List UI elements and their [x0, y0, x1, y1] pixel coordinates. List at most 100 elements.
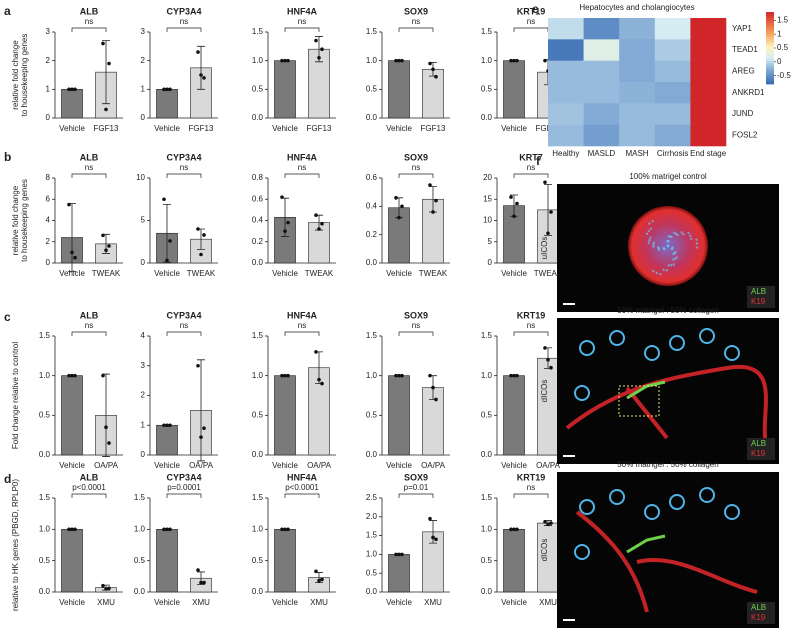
y-axis-label: to housekeeping genes [20, 34, 29, 117]
organoid [724, 345, 740, 361]
y-tick-label: 0.0 [481, 450, 493, 459]
x-tick-label: Vehicle [386, 598, 412, 607]
heatmap-cell [690, 103, 727, 125]
colorbar-tick-label: 1 [777, 29, 782, 38]
x-tick-label: Vehicle [154, 269, 180, 278]
significance-bracket [284, 173, 320, 178]
row-label: AREG [732, 66, 755, 75]
x-tick-label: TWEAK [534, 269, 563, 278]
significance-label: ns [180, 321, 188, 330]
x-tick-label: FGF13 [421, 124, 446, 133]
x-tick-label: OA/PA [421, 461, 446, 470]
heatmap-cell [654, 103, 691, 125]
data-point [543, 520, 547, 524]
y-tick-label: 1.5 [366, 531, 378, 540]
heatmap-cell [690, 60, 727, 83]
y-tick-label: 10 [483, 216, 492, 225]
y-tick-label: 0.0 [481, 587, 493, 596]
column-label: End stage [690, 149, 727, 158]
data-point [509, 195, 513, 199]
nucleus [647, 229, 651, 233]
x-tick-label: Vehicle [154, 598, 180, 607]
y-tick-label: 0.5 [366, 410, 378, 419]
data-point [515, 201, 519, 206]
y-tick-label: 1 [141, 84, 146, 93]
significance-bracket [398, 173, 434, 178]
data-point [280, 195, 284, 199]
y-tick-label: 1.5 [252, 493, 264, 502]
row-label: YAP1 [732, 24, 752, 33]
colorbar-segment [766, 69, 774, 72]
y-tick-label: 1.0 [252, 524, 264, 533]
bar [274, 529, 296, 593]
nucleus [676, 233, 679, 237]
x-tick-label: XMU [424, 598, 442, 607]
colorbar-segment [766, 51, 774, 54]
data-point [431, 535, 435, 540]
y-tick-label: 1.5 [252, 27, 264, 36]
row-label: ANKRD1 [732, 88, 765, 97]
y-tick-label: 0.0 [366, 587, 378, 596]
organoid [609, 489, 625, 505]
heatmap-cell [619, 82, 656, 104]
data-point [434, 537, 438, 542]
nucleus [688, 234, 692, 238]
chart-title: HNF4A [287, 6, 318, 16]
bar [388, 375, 410, 456]
colorbar-segment [766, 46, 774, 49]
significance-label: p<0.0001 [72, 483, 106, 492]
data-point [400, 373, 404, 378]
y-tick-label: 0.0 [481, 113, 493, 122]
x-tick-label: FGF13 [189, 124, 214, 133]
data-point [512, 373, 516, 378]
bar [61, 89, 83, 119]
heatmap-cell [654, 60, 691, 83]
y-tick-label: 2.0 [366, 512, 378, 521]
colorbar-segment [766, 78, 774, 81]
data-point [104, 107, 108, 112]
data-point [283, 527, 287, 532]
data-point [317, 56, 321, 60]
data-point [162, 527, 166, 532]
legend-box [747, 602, 775, 624]
colorbar-segment [766, 80, 774, 83]
data-point [283, 373, 287, 378]
data-point [434, 74, 438, 79]
significance-bracket [166, 27, 202, 32]
data-point [546, 358, 550, 362]
data-point [317, 377, 321, 382]
x-tick-label: TWEAK [92, 269, 121, 278]
image-title: 100% matrigel control [629, 172, 707, 181]
data-point [67, 87, 71, 92]
nucleus [695, 246, 699, 249]
y-tick-label: 0.5 [134, 556, 146, 565]
panel-letter: c [4, 310, 11, 324]
significance-label: ns [85, 163, 93, 172]
significance-label: ns [85, 17, 93, 26]
x-tick-label: OA/PA [94, 461, 119, 470]
colorbar-segment [766, 35, 774, 38]
x-tick-label: Vehicle [272, 269, 298, 278]
x-tick-label: Vehicle [59, 461, 85, 470]
colorbar-segment [766, 73, 774, 76]
data-point [509, 373, 513, 378]
organoid [609, 330, 625, 346]
chart-title: HNF4A [287, 310, 318, 320]
chart-title: SOX9 [404, 6, 428, 16]
data-point [543, 58, 547, 63]
significance-label: p=0.0001 [167, 483, 201, 492]
y-tick-label: 0.0 [366, 258, 378, 267]
chart-title: HNF4A [287, 152, 318, 162]
x-tick-label: OA/PA [189, 461, 214, 470]
heatmap-cell [654, 82, 691, 104]
data-point [549, 521, 553, 525]
data-point [286, 527, 290, 532]
data-point [317, 227, 321, 231]
nucleus [680, 231, 683, 234]
heatmap-cell [690, 124, 727, 147]
y-tick-label: 1.0 [366, 56, 378, 65]
data-point [168, 527, 172, 532]
y-tick-label: 0 [488, 258, 493, 267]
heatmap-cell [548, 124, 584, 147]
